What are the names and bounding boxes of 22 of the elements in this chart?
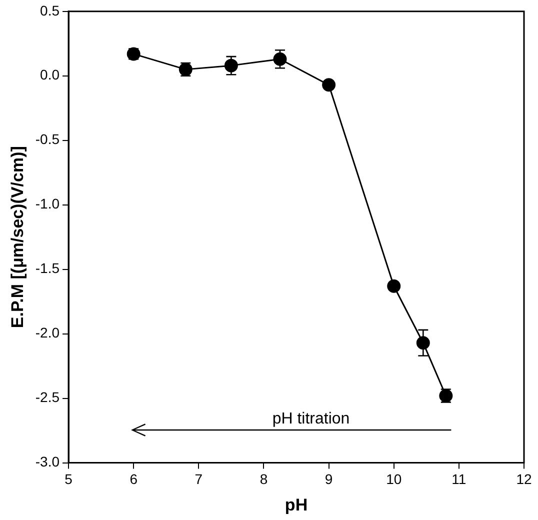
y-tick-label: 0.0 [40,66,60,83]
x-tick-label: 11 [452,471,466,488]
x-tick-label: 9 [324,471,333,488]
x-tick-label: 7 [194,471,203,488]
x-tick-label: 10 [386,471,402,488]
y-tick-label: -0.5 [35,131,60,148]
x-axis-title: pH [284,495,308,514]
x-tick-label: 8 [260,471,268,488]
y-axis-title: E.P.M [(μm/sec)(V/cm)] [8,146,27,328]
y-tick-label: -1.5 [35,260,60,276]
x-tick-label: 12 [516,471,532,488]
y-tick-label: -2.0 [35,324,60,341]
y-tick-label: -3.0 [35,454,60,470]
x-tick-label: 6 [130,471,138,488]
point [273,52,287,66]
point [387,279,401,293]
y-tick-label: 0.5 [40,2,60,18]
y-tick-label: -1.0 [35,196,60,212]
x-tick-label: 5 [64,471,73,488]
y-tick-label: -2.5 [35,389,60,406]
point [322,78,336,92]
annotation: pH titration [272,410,350,428]
